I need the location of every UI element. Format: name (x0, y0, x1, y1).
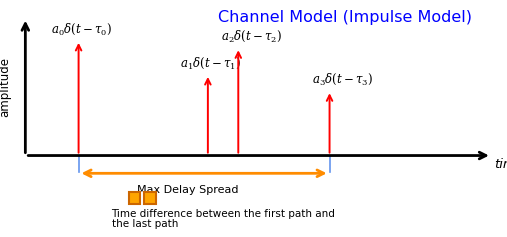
FancyBboxPatch shape (144, 192, 156, 204)
Text: $a_3\delta(t-\tau_3)$: $a_3\delta(t-\tau_3)$ (312, 72, 373, 87)
Text: amplitude: amplitude (0, 57, 12, 117)
Text: $a_2\delta(t-\tau_2)$: $a_2\delta(t-\tau_2)$ (221, 29, 281, 45)
Text: the last path: the last path (112, 219, 178, 229)
Text: Time difference between the first path and: Time difference between the first path a… (112, 209, 336, 219)
FancyBboxPatch shape (129, 192, 140, 204)
Text: Max Delay Spread: Max Delay Spread (137, 185, 238, 195)
Text: $a_0\delta(t-\tau_0)$: $a_0\delta(t-\tau_0)$ (51, 22, 112, 37)
Text: time: time (494, 158, 507, 171)
Text: $a_1\delta(t-\tau_1)$: $a_1\delta(t-\tau_1)$ (180, 56, 241, 71)
Text: Channel Model (Impulse Model): Channel Model (Impulse Model) (218, 10, 472, 25)
